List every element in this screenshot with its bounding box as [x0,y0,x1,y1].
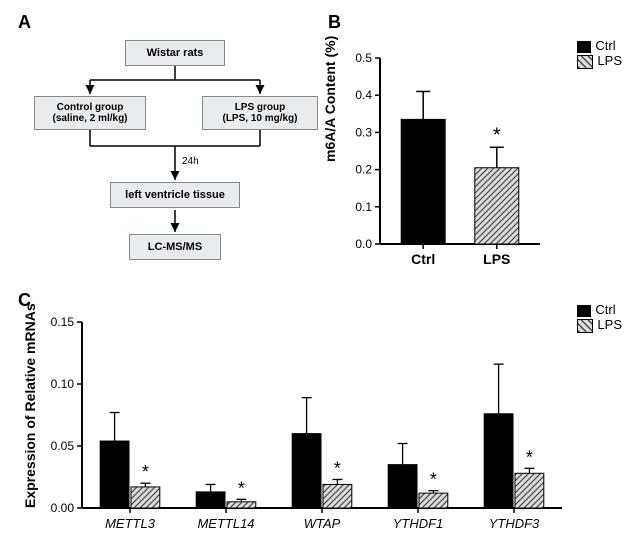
panel-a-flowchart: Wistar rats Control group (saline, 2 ml/… [30,38,320,288]
panel-b-ylabel: m6A/A Content (%) [322,36,338,162]
svg-text:0.3: 0.3 [355,125,372,139]
legend-item-lps-c: LPS [577,317,622,333]
figure: A B C Wistar rats Control group (saline,… [10,10,624,547]
svg-text:0.5: 0.5 [355,51,372,65]
svg-text:*: * [430,470,437,490]
panel-b-svg: 0.00.10.20.30.40.5CtrlLPS* [328,34,624,284]
panel-label-b: B [328,12,341,33]
flow-box-lps: LPS group (LPS, 10 mg/kg) [202,96,318,130]
svg-text:0.4: 0.4 [355,88,372,102]
flow-box-top: Wistar rats [125,40,225,66]
panel-label-a: A [18,12,31,33]
svg-text:*: * [238,478,245,498]
svg-text:0.0: 0.0 [355,237,372,251]
svg-text:0.1: 0.1 [355,200,372,214]
legend-label-ctrl-c: Ctrl [595,302,615,317]
panel-c-legend: Ctrl LPS [577,302,622,333]
legend-item-ctrl: Ctrl [577,38,622,53]
flow-box-tissue: left ventricle tissue [110,182,240,208]
panel-b-chart: 0.00.10.20.30.40.5CtrlLPS* Ctrl LPS m6A/… [328,34,624,284]
svg-text:*: * [334,458,341,478]
legend-label-lps: LPS [597,53,622,68]
svg-text:0.10: 0.10 [51,377,75,391]
svg-text:LPS: LPS [483,251,510,267]
svg-text:Ctrl: Ctrl [411,251,435,267]
svg-text:0.2: 0.2 [355,163,372,177]
svg-text:0.15: 0.15 [51,315,75,329]
panel-c-ylabel: Expression of Relative mRNAs [22,303,38,508]
legend-label-lps-c: LPS [597,317,622,332]
svg-text:*: * [526,447,533,467]
flow-time-label: 24h [182,156,199,167]
svg-text:WTAP: WTAP [304,516,341,531]
panel-c-chart: 0.00 0.05 0.10 0.15 * METTL3 * METTL14 * WTAP * YTH… [20,298,624,548]
svg-text:YTHDF3: YTHDF3 [489,516,540,531]
legend-label-ctrl: Ctrl [595,38,615,53]
panel-b-legend: Ctrl LPS [577,38,622,69]
flow-box-control: Control group (saline, 2 ml/kg) [34,96,146,130]
svg-text:METTL14: METTL14 [197,516,254,531]
svg-text:YTHDF1: YTHDF1 [393,516,444,531]
legend-item-lps: LPS [577,53,622,69]
panel-c-svg: 0.00 0.05 0.10 0.15 * METTL3 * METTL14 * WTAP * YTH… [20,298,624,548]
svg-text:0.00: 0.00 [51,501,75,515]
svg-text:*: * [142,462,149,482]
svg-text:METTL3: METTL3 [105,516,156,531]
flow-box-analysis: LC-MS/MS [129,234,221,260]
svg-text:0.05: 0.05 [51,439,75,453]
svg-text:*: * [493,124,501,146]
legend-item-ctrl-c: Ctrl [577,302,622,317]
